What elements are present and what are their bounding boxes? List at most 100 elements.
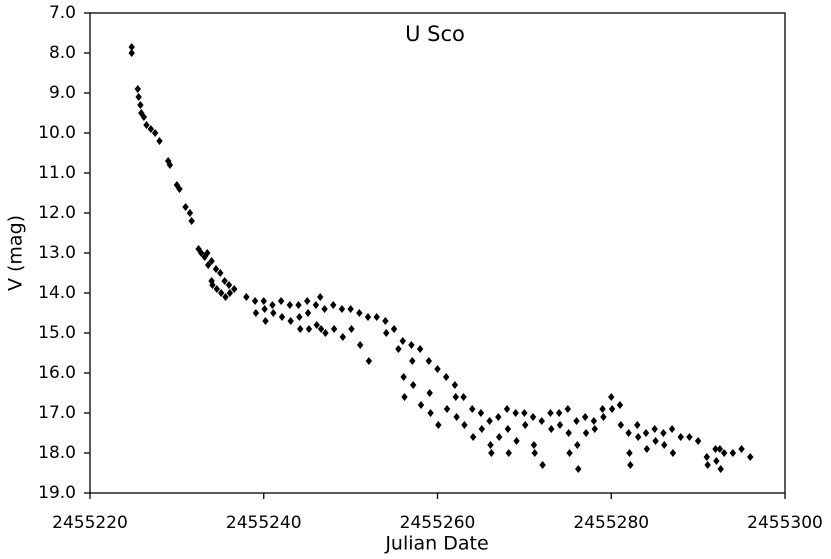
data-point [538, 417, 545, 425]
data-point [195, 245, 202, 253]
y-tick-label: 9.0 [49, 83, 76, 103]
y-tick-label: 15.0 [38, 323, 76, 343]
data-point [417, 401, 425, 409]
data-point [720, 449, 728, 457]
data-point [608, 405, 616, 413]
data-point [704, 461, 711, 469]
data-point [434, 365, 441, 373]
data-point [166, 161, 174, 169]
data-point [717, 465, 724, 473]
data-point [581, 413, 589, 421]
data-point [425, 357, 433, 365]
data-point [176, 185, 183, 193]
data-point [401, 393, 408, 401]
data-point [208, 277, 215, 285]
data-point [140, 113, 148, 121]
data-point [305, 325, 313, 333]
data-point [188, 217, 195, 225]
data-point [453, 413, 460, 421]
data-point [548, 425, 555, 433]
x-tick-label: 2455220 [52, 513, 128, 533]
y-tick-label: 14.0 [38, 283, 76, 303]
data-point [312, 301, 320, 309]
data-point [330, 301, 337, 309]
y-tick-label: 18.0 [38, 443, 76, 463]
data-point [339, 333, 347, 341]
x-axis-label: Julian Date [384, 533, 488, 555]
data-point [261, 305, 268, 313]
data-point [512, 409, 519, 417]
data-point [400, 373, 407, 381]
data-point [156, 137, 163, 145]
data-point [625, 429, 632, 437]
x-tick-label: 2455300 [747, 513, 823, 533]
data-point [270, 309, 277, 317]
data-point [364, 313, 372, 321]
data-point [221, 277, 228, 285]
x-tick-label: 2455240 [226, 513, 302, 533]
data-point [347, 305, 354, 313]
data-point [226, 289, 234, 297]
x-tick-label: 2455280 [573, 513, 649, 533]
data-point [712, 445, 719, 453]
data-point [143, 121, 150, 129]
data-point [660, 429, 667, 437]
y-tick-label: 13.0 [38, 243, 76, 263]
data-point [269, 301, 276, 309]
data-point [747, 453, 754, 461]
data-point [278, 313, 286, 321]
data-point [677, 433, 684, 441]
data-point [564, 405, 572, 413]
data-point [590, 417, 598, 425]
data-point [504, 425, 512, 433]
data-point [330, 325, 338, 333]
data-point [488, 449, 495, 457]
data-point [286, 301, 294, 309]
data-point [304, 309, 312, 317]
data-point [643, 445, 651, 453]
data-point [443, 405, 451, 413]
data-point [642, 429, 650, 437]
data-point [137, 101, 144, 109]
data-point [703, 453, 711, 461]
data-point [503, 405, 511, 413]
data-point [539, 461, 546, 469]
y-tick-label: 11.0 [38, 163, 76, 183]
data-point [182, 203, 189, 211]
data-point [565, 429, 572, 437]
chart-title: U Sco [405, 22, 465, 46]
data-point [395, 345, 402, 353]
data-point [495, 413, 502, 421]
data-point [427, 409, 434, 417]
data-point [513, 437, 520, 445]
data-point [217, 269, 224, 277]
data-point [213, 285, 221, 293]
y-tick-label: 12.0 [38, 203, 76, 223]
data-point [295, 301, 302, 309]
data-point [322, 329, 329, 337]
data-point [531, 449, 538, 457]
data-point [252, 309, 260, 317]
data-point [399, 337, 406, 345]
data-point [451, 381, 459, 389]
data-point [409, 357, 416, 365]
y-tick-label: 8.0 [49, 43, 76, 63]
data-point [135, 93, 142, 101]
data-point [452, 393, 459, 401]
data-point [212, 265, 220, 273]
data-point [460, 393, 467, 401]
data-point [287, 317, 294, 325]
data-point [487, 441, 494, 449]
data-point [186, 209, 194, 217]
data-point [383, 329, 390, 337]
data-point [608, 393, 615, 401]
data-point [128, 49, 135, 57]
data-point [566, 449, 573, 457]
data-point [505, 449, 512, 457]
data-point [128, 43, 135, 51]
data-point [365, 357, 373, 365]
data-point [495, 433, 503, 441]
data-point [547, 409, 554, 417]
data-point [208, 257, 215, 265]
